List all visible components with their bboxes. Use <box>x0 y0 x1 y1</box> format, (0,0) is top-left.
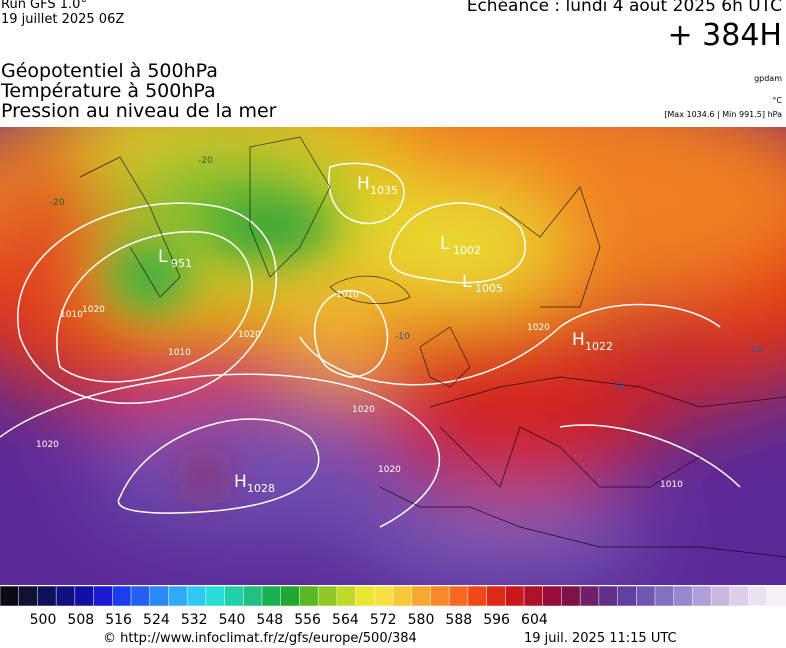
color-swatch <box>74 586 95 607</box>
contour-label: 1020 <box>238 330 261 340</box>
color-swatch <box>505 586 525 607</box>
contour-label: 1010 <box>60 310 83 320</box>
colorbar: 500 508 516 524 532 540 548 556 564 572 580 588 596 6… <box>0 586 786 628</box>
center-kind: H <box>357 174 370 194</box>
color-swatch <box>243 586 263 607</box>
contour-label: -20 <box>50 198 65 208</box>
unit: gpdam <box>754 74 782 83</box>
color-swatch <box>748 586 769 607</box>
colorbar-label: 524 <box>143 612 170 628</box>
color-swatch <box>767 586 786 607</box>
color-swatch <box>299 586 319 607</box>
color-swatch <box>467 586 488 607</box>
run: Run GFS 1.0° <box>1 0 87 12</box>
color-swatch <box>280 586 301 607</box>
color-swatch <box>486 586 507 607</box>
color-swatch <box>317 586 338 607</box>
color-swatch <box>261 586 282 607</box>
unit: °C <box>772 96 782 105</box>
contour-label: 1020 <box>378 465 401 475</box>
color-swatch <box>542 586 563 607</box>
color-swatch <box>617 586 638 607</box>
contour-label: -10 <box>748 345 763 355</box>
colorbar-label: 604 <box>521 612 548 628</box>
color-swatch <box>37 586 57 607</box>
color-swatch <box>430 586 450 607</box>
range: [Max 1034.6 | Min 991.5] hPa <box>664 110 782 119</box>
colorbar-label: 580 <box>408 612 435 628</box>
color-swatch <box>374 586 394 607</box>
center-value: 1002 <box>453 244 481 257</box>
center-value: 1028 <box>247 482 275 495</box>
colorbar-label: 548 <box>256 612 283 628</box>
center-kind: L <box>158 247 168 267</box>
contour-label: -10 <box>395 332 410 342</box>
colorbar-label: 556 <box>294 612 321 628</box>
center-kind: L <box>440 234 450 254</box>
colorbar-label: 516 <box>105 612 132 628</box>
color-swatch <box>673 586 694 607</box>
valid-time: Echéance : lundi 4 aout 2025 6h UTC <box>466 0 782 16</box>
color-swatch <box>168 586 188 607</box>
colorbar-label: 508 <box>67 612 94 628</box>
color-swatch <box>523 586 544 607</box>
field: Pression au niveau de la mer <box>1 100 277 122</box>
color-swatch <box>149 586 170 607</box>
color-swatch <box>710 586 731 607</box>
center-value: 1035 <box>370 184 398 197</box>
lead-time: + 384H <box>667 18 783 53</box>
color-swatch <box>336 586 357 607</box>
center-kind: H <box>572 330 585 350</box>
run-date: 19 juillet 2025 06Z <box>1 12 125 27</box>
contour-label: -10 <box>610 382 625 392</box>
colorbar-label: 588 <box>445 612 472 628</box>
color-swatch <box>18 586 39 607</box>
color-swatch <box>392 586 413 607</box>
colorbar-label: 564 <box>332 612 359 628</box>
footer-stamp: 19 juil. 2025 11:15 UTC <box>524 631 677 646</box>
color-swatch <box>0 586 20 607</box>
colorbar-label: 532 <box>181 612 208 628</box>
color-swatch <box>411 586 432 607</box>
color-swatch <box>448 586 469 607</box>
colorbar-label: 572 <box>370 612 397 628</box>
center-kind: H <box>234 472 247 492</box>
colorbar-label: 540 <box>219 612 246 628</box>
color-swatch <box>561 586 581 607</box>
color-swatch <box>692 586 712 607</box>
center-value: 1005 <box>475 282 503 295</box>
color-swatch <box>205 586 226 607</box>
contour-label: 1020 <box>527 323 550 333</box>
color-swatch <box>654 586 675 607</box>
footer-url: © http://www.infoclimat.fr/z/gfs/europe/… <box>103 631 417 646</box>
color-swatch <box>112 586 132 607</box>
center-kind: L <box>462 272 472 292</box>
contour-label: 1010 <box>660 480 683 490</box>
center-value: 1022 <box>585 340 613 353</box>
color-swatch <box>636 586 656 607</box>
color-swatch <box>186 586 207 607</box>
contour-label: 1020 <box>352 405 375 415</box>
center-value: 951 <box>171 257 192 270</box>
contour-label: 1020 <box>82 305 105 315</box>
color-swatch <box>224 586 245 607</box>
contour-label: 1010 <box>168 348 191 358</box>
field: Géopotentiel à 500hPa <box>1 60 218 82</box>
field: Température à 500hPa <box>1 80 216 102</box>
contour-label: 1010 <box>336 290 359 300</box>
colorbar-label: 500 <box>30 612 57 628</box>
color-swatch <box>130 586 151 607</box>
color-swatch <box>55 586 76 607</box>
color-swatch <box>598 586 619 607</box>
color-swatch <box>355 586 376 607</box>
color-swatch <box>729 586 750 607</box>
contour-label: -20 <box>198 156 213 166</box>
color-swatch <box>579 586 600 607</box>
color-swatch <box>93 586 114 607</box>
contour-label: 1020 <box>36 440 59 450</box>
colorbar-label: 596 <box>483 612 510 628</box>
